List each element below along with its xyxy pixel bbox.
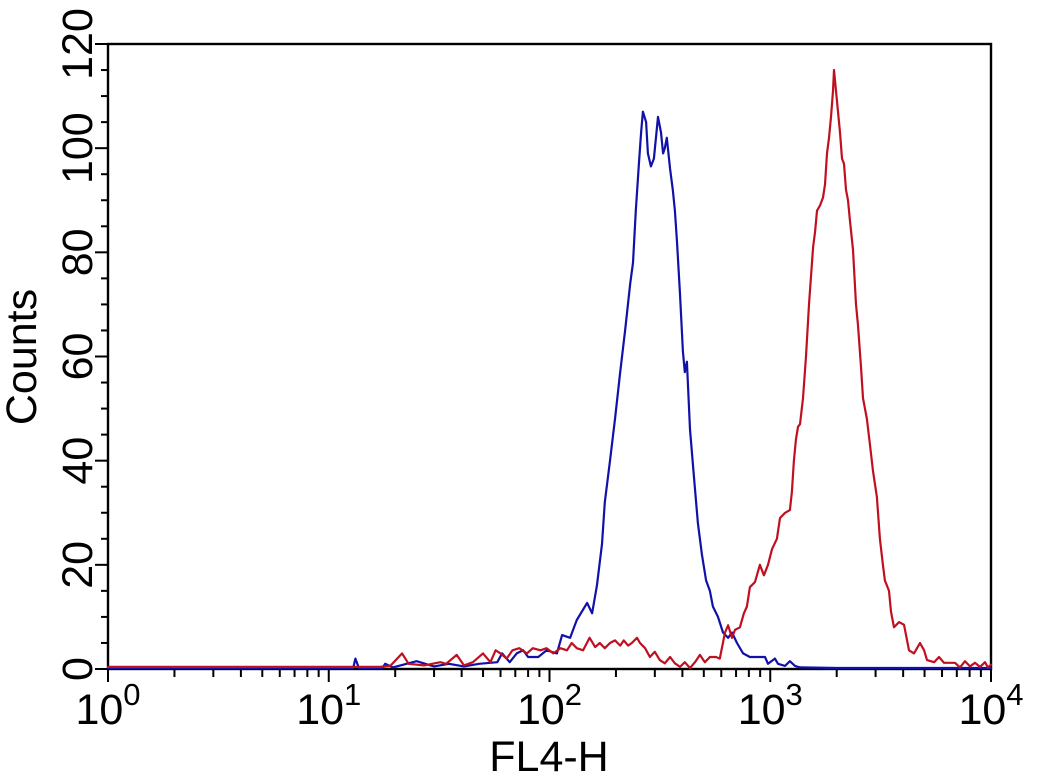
y-tick-label: 20 bbox=[54, 541, 102, 589]
y-axis-tick-labels: 0 20 40 60 80 100 120 bbox=[54, 8, 102, 681]
x-tick-label: 103 bbox=[738, 677, 803, 734]
y-tick-label: 80 bbox=[54, 228, 102, 276]
x-tick-label: 100 bbox=[75, 677, 140, 734]
y-tick-label: 40 bbox=[54, 437, 102, 485]
red-stained-sample-histogram bbox=[106, 68, 993, 670]
y-tick-label: 60 bbox=[54, 333, 102, 381]
x-tick-label: 102 bbox=[517, 677, 582, 734]
y-tick-label: 120 bbox=[54, 8, 102, 80]
x-axis-title: FL4-H bbox=[489, 733, 608, 779]
x-tick-label: 101 bbox=[296, 677, 361, 734]
histogram-curves bbox=[106, 68, 993, 670]
x-tick-label: 104 bbox=[958, 677, 1023, 734]
y-axis-ticks bbox=[95, 43, 107, 670]
blue-negative-control-histogram bbox=[106, 110, 993, 670]
x-axis-ticks bbox=[107, 670, 992, 682]
plot-area-border bbox=[106, 42, 993, 671]
y-tick-label: 100 bbox=[54, 112, 102, 184]
y-tick-label: 0 bbox=[54, 657, 102, 681]
y-axis-title: Counts bbox=[0, 289, 46, 425]
x-axis-tick-labels: 100 101 102 103 104 bbox=[75, 677, 1023, 734]
